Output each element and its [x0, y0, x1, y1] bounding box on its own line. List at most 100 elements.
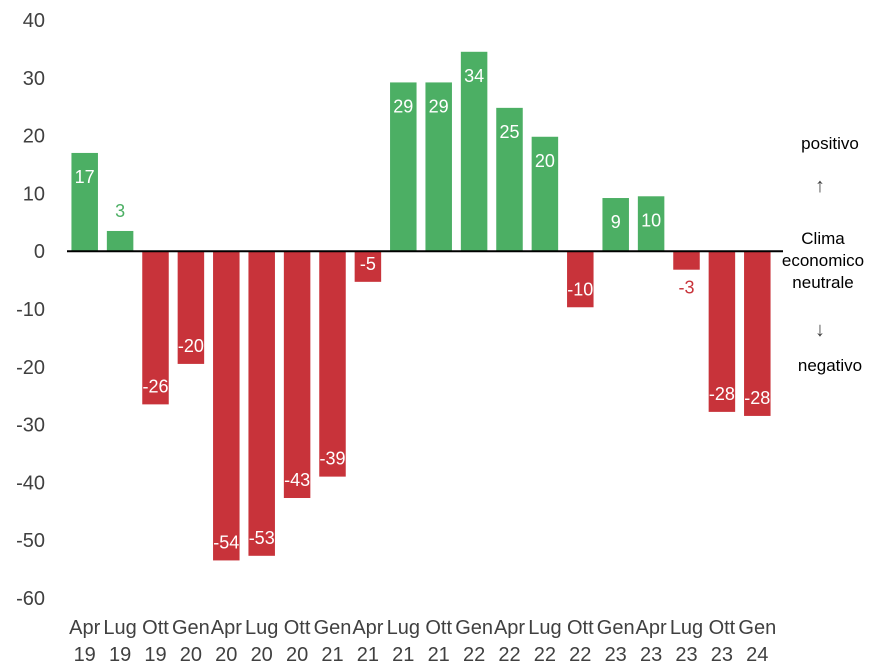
bar: [142, 251, 169, 405]
x-tick-label: 22: [463, 644, 485, 666]
x-tick-label: 19: [109, 644, 131, 666]
x-tick-label: 20: [286, 644, 308, 666]
bar: [496, 107, 523, 252]
arrow-down-icon: ↓: [815, 319, 825, 341]
x-tick-label: Apr: [69, 617, 100, 639]
x-tick-label: Lug: [103, 617, 136, 639]
bar: [71, 152, 98, 252]
bar: [673, 251, 700, 270]
neutral-label-line-2: economico: [781, 251, 865, 270]
data-label: -53: [249, 528, 275, 548]
x-tick-label: 21: [428, 644, 450, 666]
bar: [567, 251, 594, 308]
x-tick-label: Ott: [142, 617, 169, 639]
x-tick-label: 19: [144, 644, 166, 666]
data-label: -5: [360, 254, 376, 274]
bar: [319, 251, 346, 477]
x-tick-label: Ott: [284, 617, 311, 639]
x-tick-label: 23: [640, 644, 662, 666]
bar: [425, 82, 452, 252]
x-tick-label: Lug: [387, 617, 420, 639]
x-tick-label: Apr: [211, 617, 242, 639]
bar: [602, 198, 629, 252]
y-tick-label: 40: [23, 10, 45, 32]
x-tick-label: Lug: [245, 617, 278, 639]
bar: [460, 51, 488, 252]
x-tick-label: Gen: [455, 617, 493, 639]
x-tick-label: 20: [251, 644, 273, 666]
arrow-up-icon: ↑: [815, 175, 825, 197]
data-label: -43: [284, 470, 310, 490]
data-label: -39: [319, 449, 345, 469]
data-label: -26: [142, 376, 168, 396]
data-label: 34: [464, 66, 484, 86]
y-tick-label: -40: [16, 472, 45, 494]
x-tick-label: 23: [605, 644, 627, 666]
y-tick-label: -10: [16, 299, 45, 321]
x-tick-label: Gen: [597, 617, 635, 639]
data-label: -20: [178, 336, 204, 356]
x-tick-label: Apr: [636, 617, 667, 639]
x-tick-label: 19: [74, 644, 96, 666]
data-label: 29: [429, 96, 449, 116]
bar: [354, 251, 382, 282]
data-label: 25: [499, 122, 519, 142]
y-tick-label: 20: [23, 126, 45, 148]
data-labels: 17 3 -26 -20 -54 -53 -43 -39 -5 29 29 34 25 20 -10 9 10 -…: [75, 66, 771, 553]
x-tick-label: Lug: [670, 617, 703, 639]
x-tick-label: Ott: [709, 617, 736, 639]
data-label: 3: [115, 201, 125, 221]
x-tick-label: 21: [357, 644, 379, 666]
x-tick-label: 21: [321, 644, 343, 666]
x-tick-label: 22: [569, 644, 591, 666]
neutral-label-line-3: neutrale: [792, 273, 854, 292]
y-axis-ticks: 40 30 20 10 0 -10 -20 -30 -40 -50 -60: [16, 10, 45, 610]
bar: [213, 251, 240, 561]
x-tick-label: 24: [746, 644, 768, 666]
neutral-label: Clima economico neutrale: [768, 228, 878, 294]
x-tick-label: 23: [675, 644, 697, 666]
bar: [744, 251, 771, 416]
x-tick-label: 23: [711, 644, 733, 666]
bar: [637, 196, 665, 252]
y-tick-label: -60: [16, 588, 45, 610]
data-label: -28: [709, 384, 735, 404]
x-tick-label: Gen: [172, 617, 210, 639]
bar: [248, 251, 275, 556]
x-tick-label: 22: [498, 644, 520, 666]
data-label: -3: [678, 278, 694, 298]
data-label: 20: [535, 151, 555, 171]
bar: [177, 251, 205, 364]
x-tick-label: Ott: [425, 617, 452, 639]
x-tick-label: Apr: [494, 617, 525, 639]
bar: [531, 136, 559, 252]
data-label: -54: [213, 532, 239, 552]
data-label: 9: [611, 212, 621, 232]
bar: [106, 230, 134, 252]
x-tick-label: 20: [180, 644, 202, 666]
data-label: -28: [744, 388, 770, 408]
bar: [708, 251, 736, 412]
bar: [390, 82, 417, 252]
negative-label: negativo: [797, 356, 863, 375]
x-axis-ticks: Apr19Lug19Ott19Gen20Apr20Lug20Ott20Gen21…: [69, 617, 776, 666]
data-label: 17: [75, 167, 95, 187]
x-tick-label: Apr: [352, 617, 383, 639]
x-tick-label: Ott: [567, 617, 594, 639]
x-tick-label: 22: [534, 644, 556, 666]
y-tick-label: 10: [23, 183, 45, 205]
data-label: 29: [393, 96, 413, 116]
positive-label: positivo: [801, 134, 859, 153]
bar: [283, 251, 311, 499]
data-label: -10: [567, 279, 593, 299]
bars: [71, 51, 771, 561]
y-tick-label: 30: [23, 68, 45, 90]
neutral-label-line-1: Clima: [801, 229, 845, 248]
x-tick-label: 20: [215, 644, 237, 666]
y-tick-label: -50: [16, 530, 45, 552]
x-tick-label: Gen: [738, 617, 776, 639]
x-tick-label: 21: [392, 644, 414, 666]
x-tick-label: Lug: [528, 617, 561, 639]
y-tick-label: -20: [16, 357, 45, 379]
